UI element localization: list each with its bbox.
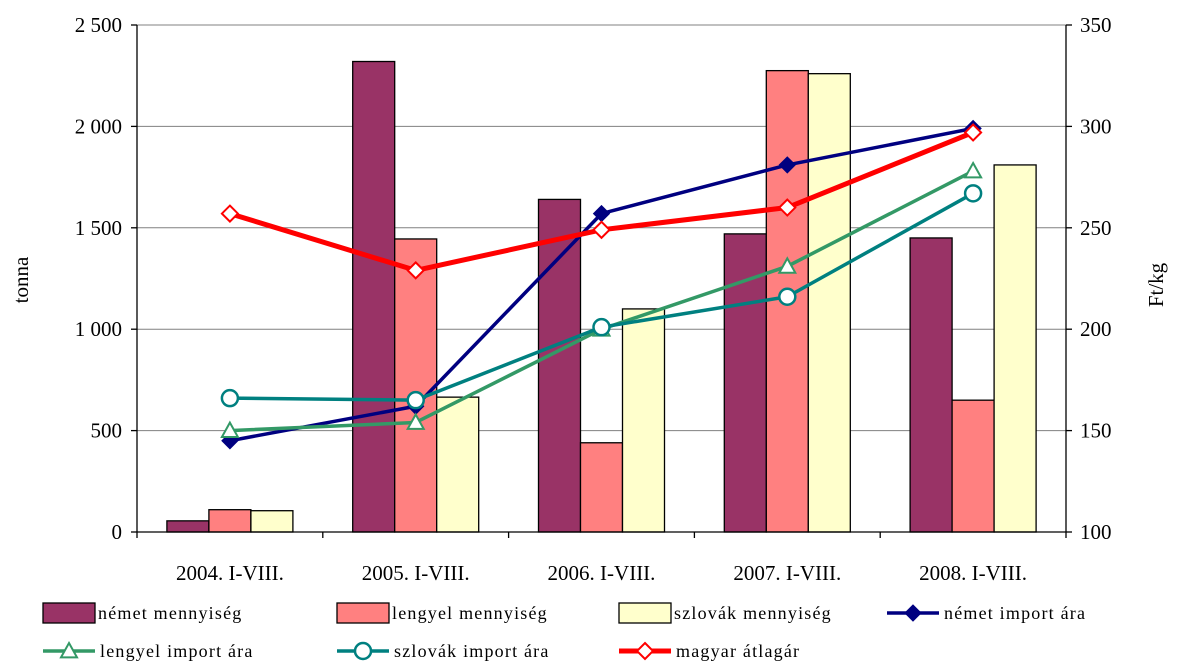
bar-lengyel-mennyiseg — [579, 442, 624, 533]
marker-magyar-atlagar — [963, 123, 983, 142]
bar-lengyel-mennyiseg — [951, 399, 995, 533]
legend-item-lengyel-mennyiseg: lengyel mennyiség — [336, 602, 548, 624]
legend-item-szlovak-import-ara: szlovák import ára — [337, 641, 550, 661]
legend-label: német mennyiség — [98, 603, 242, 623]
legend-swatch-marker — [904, 604, 922, 622]
y-tick-label: 500 — [91, 419, 123, 443]
axes: 0 500 1 000 1 500 2 000 2 500 100 150 200 250 300 3… — [75, 13, 1112, 585]
marker-szlovak-import-ara — [778, 287, 797, 307]
marker-szlovak-import-ara — [220, 388, 240, 408]
legend-label: lengyel import ára — [100, 641, 254, 661]
marker-szlovak-import-ara — [406, 390, 425, 410]
marker-magyar-atlagar — [406, 260, 426, 280]
marker-szlovak-import-ara — [592, 317, 611, 337]
marker-magyar-atlagar — [777, 198, 797, 217]
legend-item-szlovak-mennyiseg: szlovák mennyiség — [618, 602, 832, 624]
legend-label: lengyel mennyiség — [392, 603, 548, 623]
y2-axis-title: Ft/kg — [1144, 262, 1168, 307]
marker-magyar-atlagar — [592, 220, 611, 240]
marker-nemet-import-ara — [778, 156, 797, 174]
bar-szlovak-mennyiseg — [436, 396, 480, 533]
marker-szlovak-import-ara — [963, 184, 983, 203]
legend-item-nemet-mennyiseg: német mennyiség — [42, 602, 242, 624]
bar-lengyel-mennyiseg — [208, 509, 252, 533]
line-magyar-atlagar — [229, 130, 975, 273]
legend-label: magyar átlagár — [676, 641, 800, 661]
legend: német mennyiség lengyel mennyiség szlovák … — [42, 602, 1086, 661]
x-tick-label: 2005. I-VIII. — [362, 561, 470, 585]
legend-label: szlovák import ára — [394, 641, 550, 661]
y-tick-label: 2 000 — [75, 114, 122, 138]
bar-lengyel-mennyiseg — [394, 238, 438, 533]
legend-item-magyar-atlagar: magyar átlagár — [619, 641, 800, 661]
marker-lengyel-import-ara — [220, 420, 240, 438]
y-tick-label: 0 — [112, 520, 123, 544]
x-tick-label: 2004. I-VIII. — [176, 561, 284, 585]
bar-szlovak-mennyiseg — [993, 164, 1037, 533]
y-tick-label: 1 500 — [75, 216, 122, 240]
marker-lengyel-import-ara — [406, 412, 426, 430]
x-tick-label: 2006. I-VIII. — [548, 561, 656, 585]
y2-tick-label: 200 — [1080, 317, 1112, 341]
bar-nemet-mennyiseg — [166, 520, 210, 533]
legend-label: német import ára — [944, 603, 1086, 623]
x-tick-label: 2008. I-VIII. — [919, 561, 1027, 585]
x-tick-label: 2007. I-VIII. — [733, 561, 841, 585]
y2-tick-label: 250 — [1080, 216, 1112, 240]
line-series-group — [220, 119, 983, 450]
legend-swatch — [618, 602, 672, 624]
y2-tick-label: 300 — [1080, 114, 1112, 138]
y-tick-label: 2 500 — [75, 13, 122, 37]
marker-lengyel-import-ara — [777, 256, 797, 274]
bar-series-group — [166, 60, 1037, 533]
bar-nemet-mennyiseg — [909, 237, 953, 533]
legend-swatch-marker — [59, 640, 79, 659]
legend-label: szlovák mennyiség — [674, 603, 832, 623]
bar-szlovak-mennyiseg — [250, 510, 294, 533]
y2-tick-label: 350 — [1080, 13, 1112, 37]
marker-lengyel-import-ara — [963, 160, 983, 179]
bar-nemet-mennyiseg — [723, 233, 767, 533]
bar-nemet-mennyiseg — [537, 198, 582, 533]
bar-szlovak-mennyiseg — [621, 308, 666, 533]
legend-swatch-marker — [635, 641, 655, 661]
legend-item-nemet-import-ara: német import ára — [887, 603, 1086, 623]
y-axis-title: tonna — [9, 256, 33, 303]
legend-swatch — [336, 602, 390, 624]
legend-swatch — [42, 602, 96, 624]
bar-szlovak-mennyiseg — [807, 73, 851, 533]
bar-nemet-mennyiseg — [352, 60, 396, 533]
legend-item-lengyel-import-ara: lengyel import ára — [43, 640, 254, 661]
y2-tick-label: 100 — [1080, 520, 1112, 544]
marker-magyar-atlagar — [220, 204, 240, 224]
legend-swatch-marker — [353, 641, 373, 661]
y-tick-label: 1 000 — [75, 317, 122, 341]
y2-tick-label: 150 — [1080, 419, 1112, 443]
